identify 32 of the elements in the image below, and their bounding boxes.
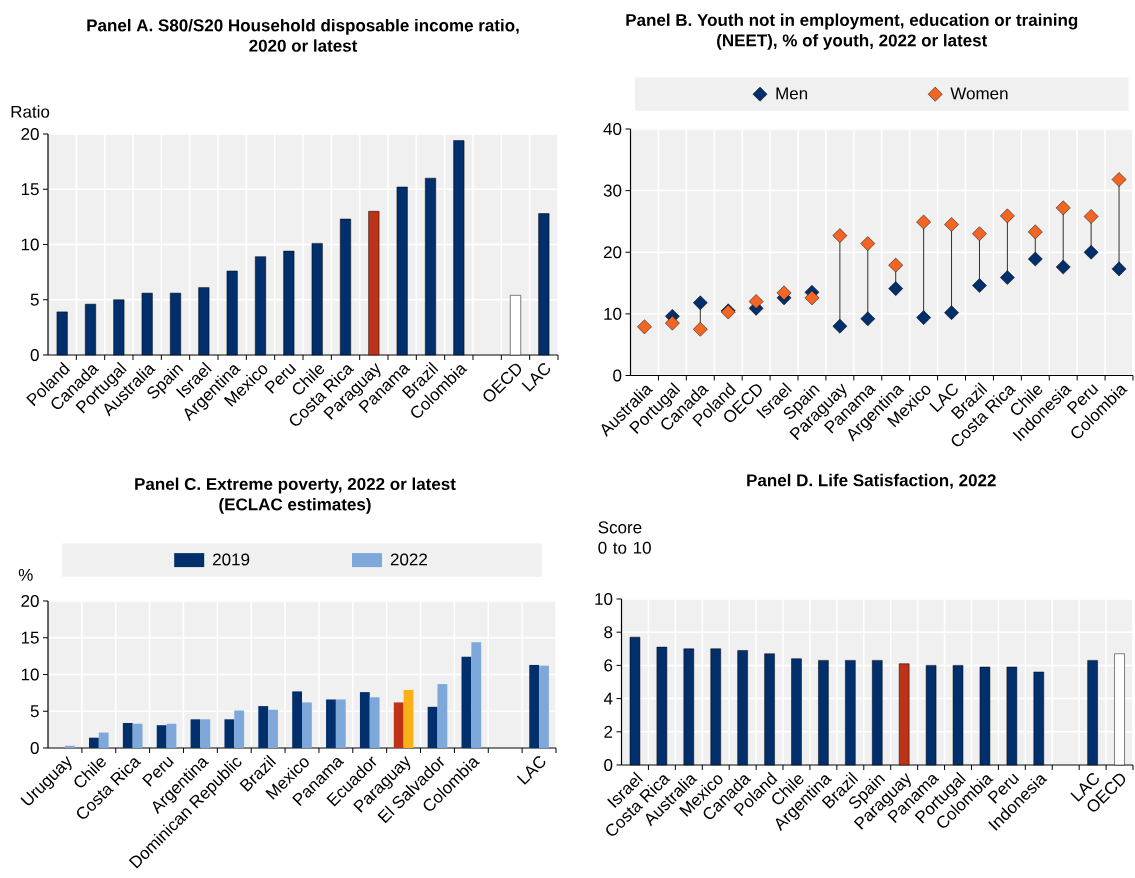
y-tick-label: 0 (30, 348, 39, 362)
y-tick-label: 30 (603, 184, 622, 197)
chart-title: Panel C. Extreme poverty, 2022 or latest (ECLAC estimates) (135, 477, 456, 514)
y-axis-title: Ratio (11, 105, 50, 118)
legend-label: 2022 (390, 553, 427, 566)
chart-title: Panel B. Youth not in employment, education or training (NEET), % of youth, 2022 or latest (626, 13, 1078, 50)
chart-title: Panel D. Life Satisfaction, 2022 (747, 473, 996, 489)
y-tick-label: 10 (595, 592, 613, 606)
y-tick-label: 0 (613, 369, 622, 382)
y-tick-label: 20 (21, 127, 39, 141)
y-tick-label: 2 (604, 725, 613, 738)
y-tick-label: 6 (604, 659, 613, 672)
y-tick-label: 4 (603, 692, 613, 705)
y-tick-label: 10 (604, 307, 622, 320)
y-tick-label: 40 (603, 122, 622, 136)
y-tick-label: 20 (603, 246, 622, 259)
y-tick-label: 20 (21, 594, 39, 608)
y-tick-label: 15 (21, 183, 39, 196)
legend-label: Women (950, 87, 1008, 100)
y-tick-label: 15 (21, 631, 39, 644)
y-axis-title: Score 0 to 10 (598, 521, 651, 554)
legend-label: 2019 (213, 553, 250, 566)
y-tick-label: 0 (30, 741, 39, 755)
y-tick-label: 10 (21, 238, 39, 251)
y-tick-label: 5 (30, 293, 39, 306)
y-axis-title: % (18, 568, 33, 581)
chart-title: Panel A. S80/S20 Household disposable income ratio, 2020 or latest (87, 18, 519, 52)
y-tick-label: 0 (604, 758, 613, 772)
legend-label: Men (776, 87, 808, 100)
y-tick-label: 10 (21, 668, 39, 681)
y-tick-label: 8 (604, 626, 613, 639)
y-tick-label: 5 (30, 705, 39, 718)
